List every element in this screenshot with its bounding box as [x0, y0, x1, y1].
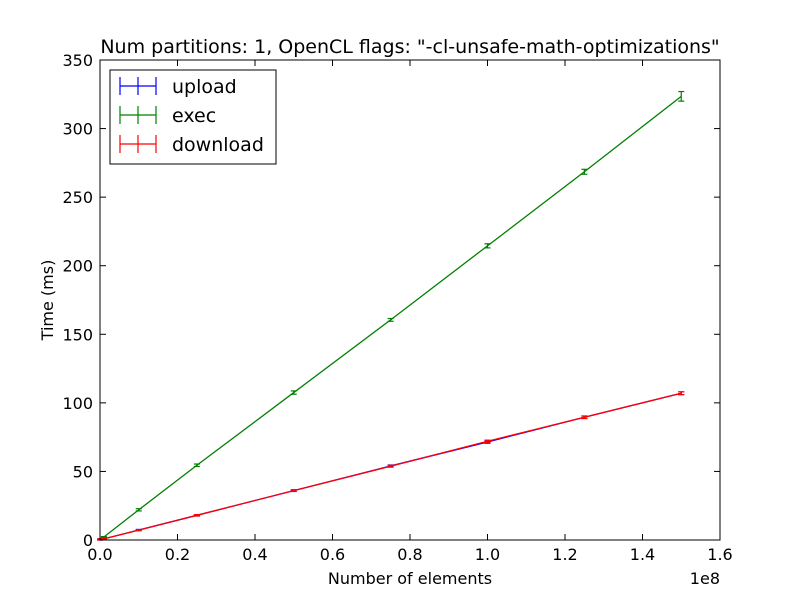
series-layer [97, 90, 685, 541]
legend: upload exec download [109, 69, 277, 165]
y-tick-label: 350 [62, 51, 93, 70]
x-tick-label: 0.6 [320, 545, 345, 564]
y-tick-label: 250 [62, 188, 93, 207]
y-tick-label: 150 [62, 325, 93, 344]
chart-title: Num partitions: 1, OpenCL flags: "-cl-un… [100, 36, 719, 58]
y-axis-label: Time (ms) [38, 260, 57, 342]
x-tick-label: 0.0 [87, 545, 112, 564]
x-axis-label: Number of elements [328, 569, 492, 588]
legend-label-download: download [172, 134, 264, 156]
legend-label-exec: exec [172, 105, 216, 127]
x-tick-label: 0.8 [397, 545, 422, 564]
x-tick-label: 1.2 [552, 545, 577, 564]
y-tick-label: 100 [62, 394, 93, 413]
y-tick-label: 300 [62, 120, 93, 139]
y-tick-label: 200 [62, 257, 93, 276]
x-tick-label: 1.6 [707, 545, 732, 564]
y-tick-label: 0 [83, 531, 93, 550]
x-tick-label: 1.0 [475, 545, 500, 564]
x-tick-label: 0.4 [242, 545, 267, 564]
x-offset-label: 1e8 [690, 569, 720, 588]
series-download [97, 391, 685, 541]
y-tick-label: 50 [73, 462, 93, 481]
x-tick-label: 1.4 [630, 545, 655, 564]
ticks-layer: 0.0 0.2 0.4 0.6 0.8 1.0 1.2 1.4 1.6 0 50 100 150 200 2… [62, 51, 732, 564]
legend-label-upload: upload [172, 76, 237, 98]
x-tick-label: 0.2 [165, 545, 190, 564]
